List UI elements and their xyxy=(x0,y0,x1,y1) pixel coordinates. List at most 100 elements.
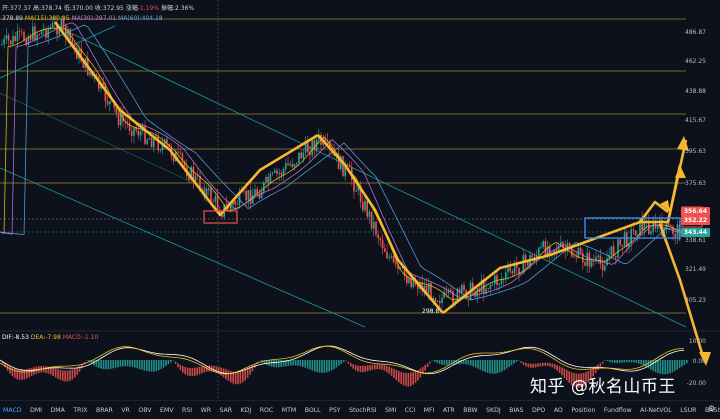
change-value: -1.19% xyxy=(138,5,159,12)
change-label: 涨幅 xyxy=(126,5,138,12)
macd-histogram-bar xyxy=(542,363,544,366)
macd-histogram-bar xyxy=(216,366,218,373)
candle-body xyxy=(573,257,575,258)
macd-histogram-bar xyxy=(124,360,126,366)
macd-histogram-bar xyxy=(652,360,654,371)
candle-body xyxy=(635,230,637,235)
candle-body xyxy=(600,256,602,265)
candle-body xyxy=(270,174,272,184)
candle-body xyxy=(531,255,533,257)
indicator-tab-rsi[interactable]: RSI xyxy=(182,407,192,414)
macd-histogram-bar xyxy=(408,373,410,386)
indicator-tab-bias[interactable]: BIAS xyxy=(509,407,523,414)
macd-histogram-bar xyxy=(379,364,381,369)
indicator-tab-emv[interactable]: EMV xyxy=(160,407,173,414)
moving-average-line xyxy=(0,28,684,300)
macd-histogram-bar xyxy=(146,360,148,371)
open-value: 开:377.37 xyxy=(2,5,31,12)
macd-histogram-bar xyxy=(398,371,400,382)
ma5-value: 378.89 xyxy=(2,15,23,22)
indicator-tab-boll[interactable]: BOLL xyxy=(305,407,321,414)
indicator-tab-wr[interactable]: WR xyxy=(201,407,211,414)
candle-body xyxy=(14,36,16,41)
indicator-tab-dma[interactable]: DMA xyxy=(51,407,65,414)
indicator-tab-lsur[interactable]: LSUR xyxy=(680,407,696,414)
price-tag-upper: 356.64 xyxy=(681,207,710,216)
candle-body xyxy=(490,285,492,289)
candle-body xyxy=(611,246,613,255)
macd-histogram-bar xyxy=(607,360,609,361)
macd-histogram-bar xyxy=(290,360,292,366)
candle-body xyxy=(558,246,560,251)
macd-histogram-bar xyxy=(420,369,422,378)
indicator-tab-skdj[interactable]: SKDJ xyxy=(486,407,501,414)
indicator-tab-bbw[interactable]: BBW xyxy=(463,407,477,414)
candle-body xyxy=(542,241,544,247)
dea-value: DEA:-7.98 xyxy=(31,334,61,341)
candle-body xyxy=(107,101,109,104)
price-tick: 338.61 xyxy=(685,237,706,244)
macd-histogram-bar xyxy=(477,360,479,369)
macd-histogram-bar xyxy=(76,367,78,375)
candle-body xyxy=(118,113,120,125)
macd-histogram-bar xyxy=(612,360,614,363)
macd-histogram-bar xyxy=(424,365,426,371)
macd-histogram-bar xyxy=(132,360,134,367)
indicator-tab-roc[interactable]: ROC xyxy=(260,407,274,414)
indicator-tab-vr[interactable]: VR xyxy=(121,407,130,414)
indicator-tab-stochrsi[interactable]: StochRSI xyxy=(349,407,377,414)
macd-histogram-bar xyxy=(602,362,604,364)
candle-body xyxy=(179,153,181,154)
indicator-tab-brar[interactable]: BRAR xyxy=(96,407,113,414)
macd-histogram-bar xyxy=(228,370,230,381)
indicator-tab-mtm[interactable]: MTM xyxy=(282,407,296,414)
candle-body xyxy=(160,150,162,151)
macd-histogram-bar xyxy=(376,364,378,369)
candle-body xyxy=(138,131,140,136)
macd-histogram-bar xyxy=(280,360,282,367)
indicator-tab-fundflow[interactable]: Fundflow xyxy=(604,407,632,414)
indicator-tab-macd[interactable]: MACD xyxy=(3,407,22,414)
macd-histogram-bar xyxy=(674,360,676,371)
candle-body xyxy=(245,191,247,200)
macd-histogram-bar xyxy=(324,360,326,373)
candle-body xyxy=(17,31,19,41)
macd-histogram-bar xyxy=(276,360,278,367)
indicator-tab-trix[interactable]: TRIX xyxy=(73,407,87,414)
macd-histogram-bar xyxy=(69,370,71,381)
indicator-tab-ao[interactable]: AO xyxy=(554,407,563,414)
settings-gear-icon[interactable]: ⚙ xyxy=(708,404,715,413)
candle-body xyxy=(538,248,540,255)
candle-body xyxy=(19,31,21,32)
macd-histogram-bar xyxy=(201,366,203,373)
indicator-tab-kdj[interactable]: KDJ xyxy=(241,407,252,414)
indicator-tab-mfi[interactable]: MFI xyxy=(424,407,435,414)
candle-body xyxy=(12,36,14,44)
indicator-toolbar: MACD DMI DMA TRIX BRAR VR OBV EMV RSI WR SAR KDJ ROC… xyxy=(0,400,720,419)
macd-histogram-bar xyxy=(525,363,527,366)
macd-histogram-bar xyxy=(326,360,328,372)
macd-histogram-bar xyxy=(513,360,515,364)
indicator-tab-atr[interactable]: ATR xyxy=(443,407,455,414)
ma-readout: 378.89 MA(15):380.95 MA(30):397.01 MA(60… xyxy=(2,15,163,22)
candle-body xyxy=(377,235,379,239)
indicator-tab-obv[interactable]: OBV xyxy=(138,407,151,414)
candle-body xyxy=(408,278,410,283)
indicator-tab-dpo[interactable]: DPO xyxy=(532,407,545,414)
macd-histogram-bar xyxy=(86,360,88,361)
indicator-tab-cci[interactable]: CCI xyxy=(405,407,415,414)
candle-body xyxy=(371,211,373,228)
indicator-tab-dmi[interactable]: DMI xyxy=(30,407,42,414)
indicator-tab-ai-netvol[interactable]: AI-NetVOL xyxy=(640,407,672,414)
macd-histogram-bar xyxy=(427,363,429,367)
macd-histogram-bar xyxy=(170,360,172,362)
indicator-tab-position[interactable]: Position xyxy=(571,407,595,414)
candle-body xyxy=(292,164,294,167)
indicator-tab-sar[interactable]: SAR xyxy=(220,407,233,414)
macd-histogram-bar xyxy=(396,370,398,380)
candle-body xyxy=(41,30,43,34)
macd-histogram-bar xyxy=(184,367,186,374)
indicator-tab-psy[interactable]: PSY xyxy=(329,407,340,414)
indicator-tab-smi[interactable]: SMI xyxy=(385,407,396,414)
